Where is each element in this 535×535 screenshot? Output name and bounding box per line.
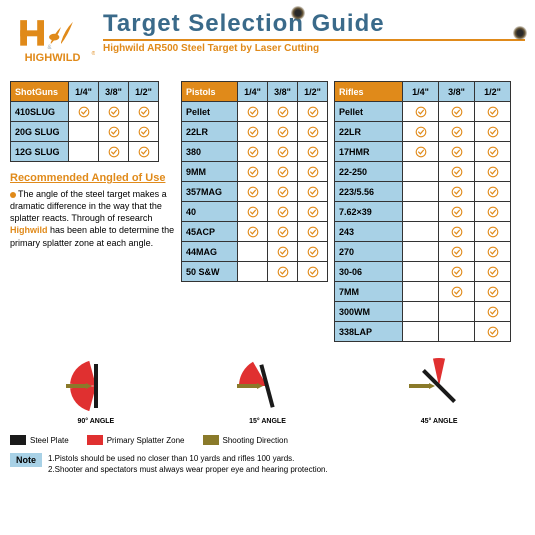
angle-diagrams: 90° ANGLE 15° ANGLE 45° ANGLE <box>10 356 525 425</box>
angle-diagram: 45° ANGLE <box>404 356 474 425</box>
header: & HIGHWILD ® Target Selection Guide High… <box>10 8 525 73</box>
note-text: 1.Pistols should be used no closer than … <box>48 453 328 475</box>
bullet-hole-icon <box>513 26 527 40</box>
recommended-body: The angle of the steel target makes a dr… <box>10 188 175 249</box>
brand-logo: & HIGHWILD ® <box>10 8 95 73</box>
legend-item: Shooting Direction <box>203 435 288 445</box>
recommended-heading: Recommended Angled of Use <box>10 172 175 184</box>
page-title: Target Selection Guide <box>103 10 525 41</box>
legend: Steel Plate Primary Splatter Zone Shooting… <box>10 435 525 445</box>
svg-text:&: & <box>47 45 52 51</box>
rifles-table: Rifles1/4"3/8"1/2"Pellet22LR17HMR22-2502… <box>334 81 511 342</box>
highwild-logo-icon: & HIGHWILD ® <box>10 8 95 68</box>
angle-diagram: 15° ANGLE <box>232 356 302 425</box>
pistols-table: Pistols1/4"3/8"1/2"Pellet22LR3809MM357MA… <box>181 81 328 282</box>
note-badge: Note <box>10 453 42 467</box>
legend-item: Steel Plate <box>10 435 69 445</box>
title-text: Target Selection Guide <box>103 10 385 37</box>
bullet-hole-icon <box>291 6 305 20</box>
note-line: 1.Pistols should be used no closer than … <box>48 453 328 464</box>
note-row: Note 1.Pistols should be used no closer … <box>10 453 525 475</box>
legend-item: Primary Splatter Zone <box>87 435 185 445</box>
tables-container: ShotGuns1/4"3/8"1/2"410SLUG20G SLUG12G S… <box>10 81 525 342</box>
subtitle: Highwild AR500 Steel Target by Laser Cut… <box>103 43 525 54</box>
angle-diagram: 90° ANGLE <box>61 356 131 425</box>
note-line: 2.Shooter and spectators must always wea… <box>48 464 328 475</box>
svg-text:HIGHWILD: HIGHWILD <box>25 52 81 64</box>
shotguns-table: ShotGuns1/4"3/8"1/2"410SLUG20G SLUG12G S… <box>10 81 159 162</box>
svg-text:®: ® <box>92 50 95 57</box>
